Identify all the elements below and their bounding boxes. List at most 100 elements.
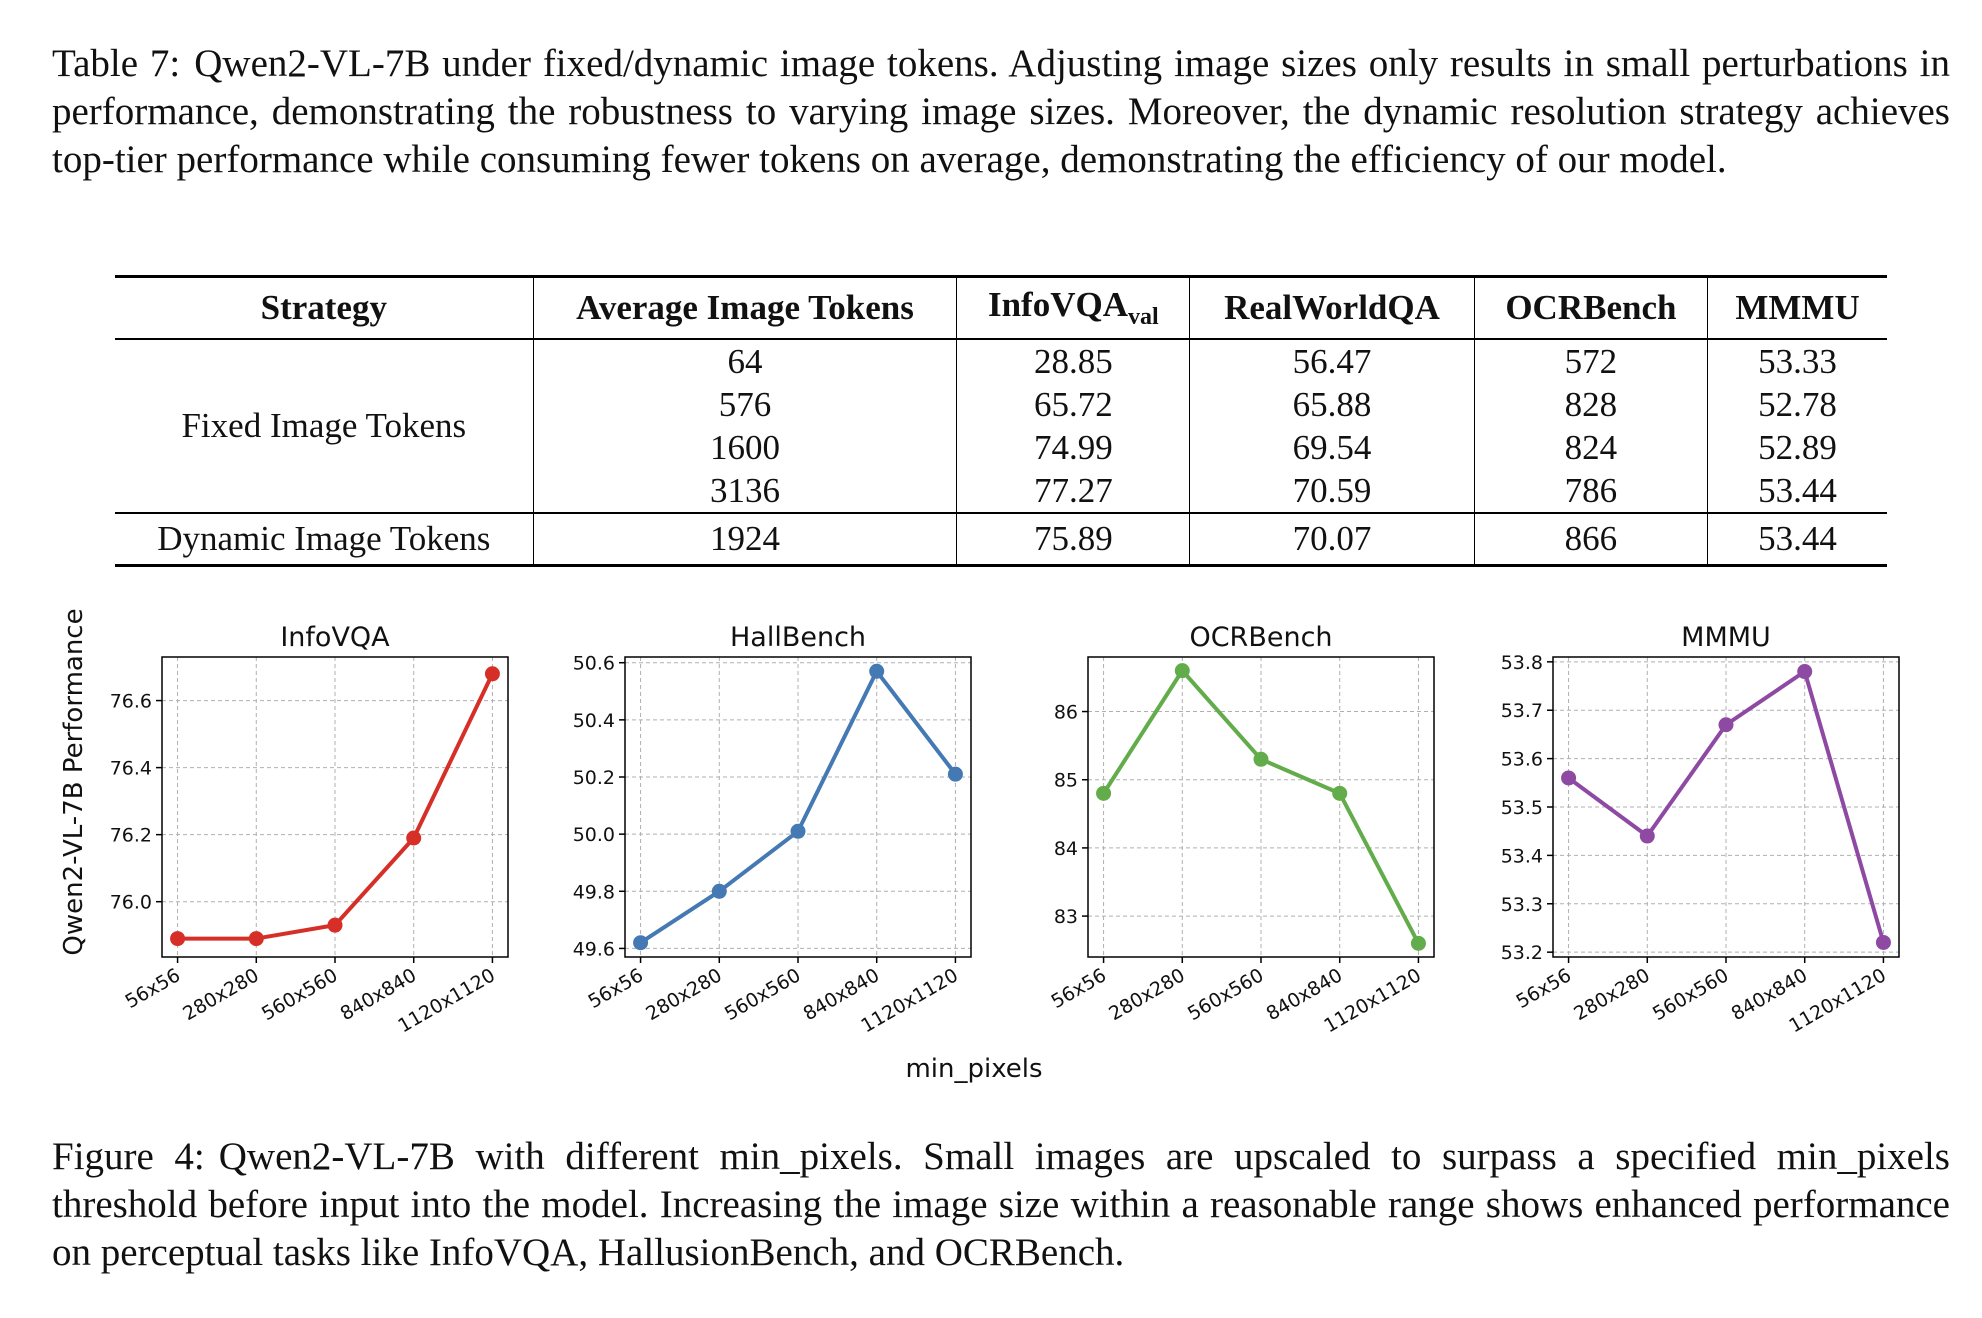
table-cell: 1924: [533, 512, 958, 567]
data-point: [1639, 828, 1655, 844]
header-avg-tokens: Average Image Tokens: [533, 275, 958, 340]
y-tick-label: 53.8: [1501, 652, 1543, 674]
y-tick-label: 83: [1054, 906, 1078, 928]
y-tick-label: 76.6: [110, 691, 152, 713]
data-point: [1561, 770, 1577, 786]
y-tick-label: 49.8: [573, 881, 615, 903]
header-mmmu: MMMU: [1707, 275, 1887, 340]
y-tick-label: 76.2: [110, 825, 152, 847]
chart-title: HallBench: [730, 622, 866, 653]
data-point: [790, 823, 806, 839]
chart-title: OCRBench: [1189, 622, 1332, 653]
x-tick-label: 560x560: [1184, 964, 1268, 1025]
data-point: [633, 935, 649, 951]
data-point: [170, 931, 186, 947]
header-infovqa-text: InfoVQA: [987, 285, 1128, 324]
data-point: [1332, 785, 1348, 801]
table-cell: 824: [1474, 426, 1709, 469]
data-point: [327, 917, 343, 933]
data-point: [248, 931, 264, 947]
table-cell: 56.47: [1189, 339, 1475, 383]
chart-panel-infovqa: InfoVQA 76.0 76.2 76.4 76.6 56x56280x280560x5…: [110, 622, 509, 1037]
table-cell: 65.88: [1189, 383, 1475, 426]
y-tick-label: 53.4: [1501, 845, 1543, 867]
figure-y-axis-label: Qwen2-VL-7B Performance: [59, 608, 89, 955]
x-tick-label: 280x280: [1105, 964, 1189, 1025]
table-cell: 77.27: [956, 469, 1191, 513]
chart-panels: InfoVQA76.076.276.476.656x56280x280560x5…: [110, 622, 1900, 1037]
figure-caption: Figure 4: Qwen2-VL-7B with different min_…: [52, 1133, 1950, 1277]
table-row: 3136 77.27 70.59 786 53.44: [115, 469, 1887, 513]
table-cell: 52.78: [1758, 384, 1837, 424]
table-cell: 65.72: [956, 383, 1191, 426]
y-tick-label: 50.2: [573, 767, 615, 789]
table-cell: 866: [1474, 512, 1709, 567]
y-tick-label: 85: [1054, 770, 1078, 792]
table-caption-text: Qwen2-VL-7B under fixed/dynamic image to…: [52, 42, 1951, 181]
header-ocrbench: OCRBench: [1474, 275, 1709, 340]
figure-line-charts: Qwen2-VL-7B Performance min_pixels InfoV…: [59, 608, 1900, 1084]
y-tick-label: 76.0: [110, 892, 152, 914]
data-point: [1718, 717, 1734, 733]
data-point: [1875, 934, 1891, 950]
header-infovqa: InfoVQAval: [956, 275, 1191, 340]
y-tick-label: 53.2: [1501, 942, 1543, 964]
y-tick-label: 53.7: [1501, 700, 1543, 722]
header-strategy: Strategy: [115, 275, 534, 340]
table-caption-label: Table 7:: [52, 42, 181, 85]
table-cell: 70.07: [1189, 512, 1475, 567]
x-tick-label: 56x56: [1512, 964, 1575, 1013]
table-cell: 75.89: [956, 512, 1191, 567]
table-cell: 576: [533, 383, 958, 426]
table-cell: 74.99: [956, 426, 1191, 469]
table-row-dynamic: Dynamic Image Tokens 1924 75.89 70.07 86…: [115, 512, 1887, 567]
data-point: [406, 830, 422, 846]
y-tick-label: 49.6: [573, 938, 615, 960]
figure-caption-text: Qwen2-VL-7B with different min_pixels. S…: [52, 1135, 1950, 1274]
table-cell: 572: [1474, 339, 1709, 383]
header-realworldqa: RealWorldQA: [1189, 275, 1475, 340]
table-cell: 786: [1474, 469, 1709, 513]
x-tick-label: 280x280: [1570, 964, 1654, 1025]
data-point: [1174, 663, 1190, 679]
table-cell: 53.44: [1707, 512, 1887, 567]
table-cell: 64: [533, 339, 958, 383]
table-cell: 53.44: [1758, 470, 1837, 510]
table-cell: 3136: [533, 469, 958, 513]
x-tick-label: 560x560: [258, 964, 342, 1025]
y-tick-label: 86: [1054, 702, 1078, 724]
table-cell: 828: [1474, 383, 1709, 426]
data-point: [947, 766, 963, 782]
y-tick-label: 53.3: [1501, 894, 1543, 916]
data-point: [1096, 785, 1112, 801]
x-tick-label: 560x560: [1649, 964, 1733, 1025]
figure-caption-label: Figure 4:: [52, 1135, 205, 1178]
table-cell: 69.54: [1189, 426, 1475, 469]
figure-x-axis-label: min_pixels: [905, 1054, 1042, 1084]
table-row: 1600 74.99 69.54 824 52.89: [115, 426, 1887, 469]
table-caption: Table 7: Qwen2-VL-7B under fixed/dynamic …: [52, 40, 1950, 184]
x-tick-label: 560x560: [721, 964, 805, 1025]
results-table: Strategy Average Image Tokens InfoVQAval…: [115, 275, 1887, 567]
chart-panel-mmmu: MMMU 53.2 53.3 53.4 53.5 53.6 53.7 53.8 56x56280…: [1501, 622, 1900, 1037]
chart-title: MMMU: [1681, 622, 1771, 653]
table-cell: 1600: [533, 426, 958, 469]
x-tick-label: 56x56: [121, 964, 184, 1013]
data-point: [1410, 935, 1426, 951]
chart-panel-ocrbench: OCRBench8384858656x56280x280560x560840x8…: [1047, 622, 1435, 1037]
x-tick-label: 280x280: [642, 964, 726, 1025]
table-cell: 52.89: [1758, 427, 1837, 467]
table-cell: 28.85: [956, 339, 1191, 383]
y-tick-label: 53.6: [1501, 749, 1543, 771]
table-header-row: Strategy Average Image Tokens InfoVQAval…: [115, 275, 1887, 340]
data-point: [869, 663, 885, 679]
table-cell: 70.59: [1189, 469, 1475, 513]
y-tick-label: 50.0: [573, 824, 615, 846]
y-tick-label: 50.4: [573, 710, 615, 732]
data-point: [484, 666, 500, 682]
header-infovqa-subscript: val: [1127, 304, 1159, 330]
table-cell: 53.33: [1758, 341, 1837, 381]
fixed-strategy-label: Fixed Image Tokens: [115, 339, 534, 513]
data-point: [1797, 664, 1813, 680]
data-point: [711, 883, 727, 899]
